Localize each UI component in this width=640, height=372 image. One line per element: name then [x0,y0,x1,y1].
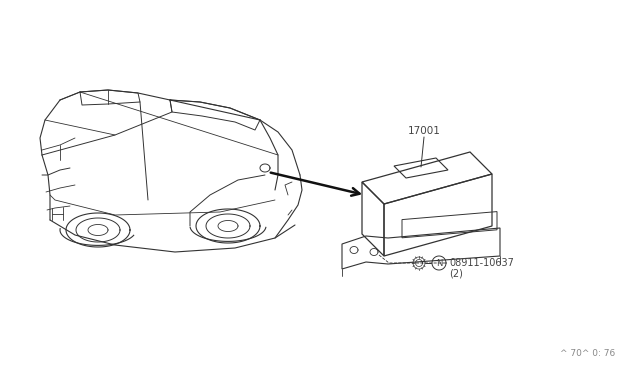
Text: (2): (2) [449,269,463,279]
Text: 08911-10637: 08911-10637 [449,258,514,268]
Text: N: N [436,259,442,267]
Text: ^ 70^ 0: 76: ^ 70^ 0: 76 [560,349,615,358]
Text: 17001: 17001 [408,126,440,136]
